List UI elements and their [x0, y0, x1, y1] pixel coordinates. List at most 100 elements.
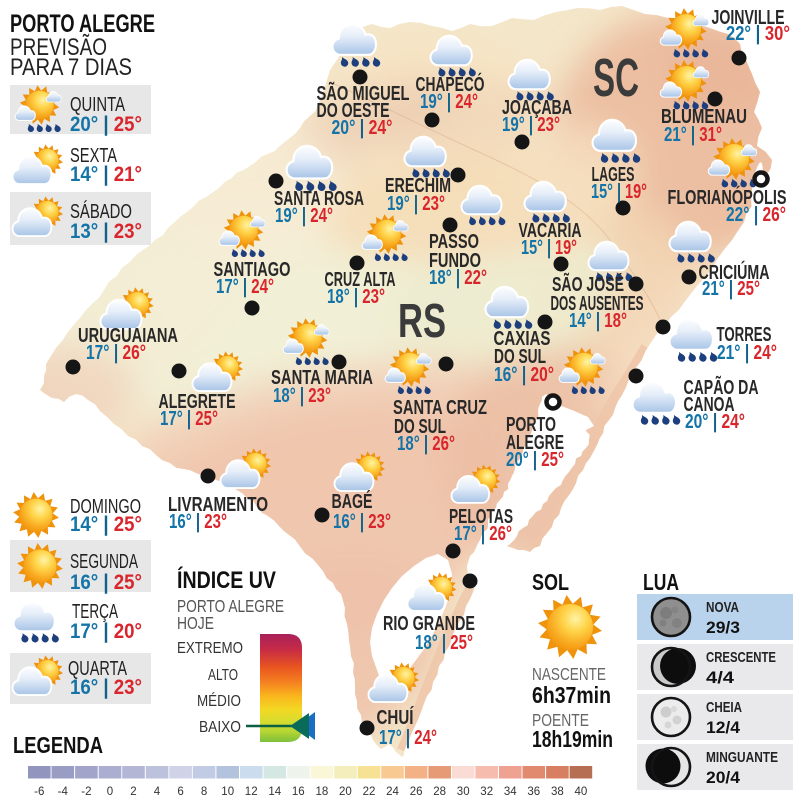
- svg-text:PORTO: PORTO: [506, 413, 556, 436]
- svg-text:14° | 18°: 14° | 18°: [569, 309, 627, 332]
- svg-text:19° | 24°: 19° | 24°: [275, 204, 333, 227]
- svg-text:-2: -2: [81, 786, 91, 798]
- svg-text:16° | 23°: 16° | 23°: [169, 510, 227, 533]
- svg-text:CHAPECÓ: CHAPECÓ: [416, 72, 485, 96]
- svg-text:14° | 21°: 14° | 21°: [70, 163, 142, 186]
- svg-text:NASCENTE: NASCENTE: [532, 664, 606, 684]
- svg-text:JOINVILLE: JOINVILLE: [712, 6, 785, 29]
- svg-text:RIO GRANDE: RIO GRANDE: [383, 612, 475, 635]
- svg-text:16° | 20°: 16° | 20°: [494, 363, 554, 386]
- svg-text:18° | 26°: 18° | 26°: [397, 432, 455, 455]
- svg-text:16° | 23°: 16° | 23°: [70, 676, 142, 699]
- svg-text:20: 20: [339, 786, 352, 798]
- svg-text:SÁBADO: SÁBADO: [70, 200, 132, 223]
- svg-text:PELOTAS: PELOTAS: [449, 505, 513, 528]
- svg-text:-4: -4: [58, 786, 69, 798]
- svg-text:6h37min: 6h37min: [532, 682, 611, 708]
- svg-text:EXTREMO: EXTREMO: [177, 640, 243, 657]
- svg-text:CRUZ ALTA: CRUZ ALTA: [325, 268, 396, 291]
- svg-text:4: 4: [154, 786, 161, 798]
- svg-text:14° | 25°: 14° | 25°: [70, 513, 142, 536]
- svg-text:17° | 26°: 17° | 26°: [86, 341, 146, 364]
- svg-text:TERÇA: TERÇA: [72, 601, 118, 623]
- svg-text:0: 0: [107, 786, 113, 798]
- svg-text:14: 14: [268, 786, 281, 798]
- svg-text:ALTO: ALTO: [208, 667, 238, 684]
- svg-text:SANTA CRUZ: SANTA CRUZ: [393, 396, 487, 419]
- svg-text:17° | 20°: 17° | 20°: [70, 620, 142, 643]
- svg-text:CAXIAS: CAXIAS: [494, 327, 551, 350]
- svg-text:LEGENDA: LEGENDA: [13, 732, 103, 758]
- svg-text:13° | 23°: 13° | 23°: [70, 220, 142, 243]
- svg-text:PORTO ALEGRE: PORTO ALEGRE: [10, 10, 155, 38]
- svg-text:20° | 24°: 20° | 24°: [685, 410, 745, 433]
- svg-text:19° | 24°: 19° | 24°: [420, 90, 478, 113]
- svg-text:SANTA MARIA: SANTA MARIA: [271, 366, 373, 389]
- svg-text:36: 36: [527, 786, 540, 798]
- svg-text:38: 38: [551, 786, 564, 798]
- svg-text:20° | 25°: 20° | 25°: [506, 448, 564, 471]
- svg-text:ALEGRETE: ALEGRETE: [159, 390, 236, 413]
- svg-text:LUA: LUA: [643, 569, 679, 595]
- svg-text:18: 18: [316, 786, 329, 798]
- svg-text:LAGES: LAGES: [592, 163, 635, 186]
- svg-text:18° | 25°: 18° | 25°: [415, 631, 473, 654]
- svg-text:22° | 30°: 22° | 30°: [726, 22, 790, 45]
- svg-text:SANTIAGO: SANTIAGO: [214, 258, 291, 281]
- svg-text:34: 34: [504, 786, 517, 798]
- svg-text:18° | 23°: 18° | 23°: [273, 384, 331, 407]
- svg-text:NOVA: NOVA: [706, 599, 739, 616]
- svg-text:CHEIA: CHEIA: [706, 699, 742, 716]
- svg-text:DOMINGO: DOMINGO: [70, 496, 141, 518]
- svg-text:22° | 26°: 22° | 26°: [726, 203, 786, 226]
- svg-text:17° | 24°: 17° | 24°: [379, 726, 437, 749]
- svg-text:28: 28: [433, 786, 446, 798]
- svg-text:DO SUL: DO SUL: [394, 415, 446, 438]
- svg-text:ÍNDICE UV: ÍNDICE UV: [177, 566, 277, 594]
- svg-text:SC: SC: [593, 48, 639, 108]
- svg-text:21° | 24°: 21° | 24°: [717, 341, 777, 364]
- svg-text:15° | 19°: 15° | 19°: [591, 180, 647, 203]
- svg-text:18° | 23°: 18° | 23°: [327, 285, 385, 308]
- svg-text:BAIXO: BAIXO: [199, 719, 241, 736]
- svg-text:SÃO JOSÉ: SÃO JOSÉ: [552, 273, 624, 296]
- svg-text:PREVISÃO: PREVISÃO: [10, 34, 107, 61]
- svg-text:16: 16: [292, 786, 305, 798]
- svg-text:FUNDO: FUNDO: [429, 249, 481, 272]
- svg-text:18° | 22°: 18° | 22°: [429, 266, 487, 289]
- svg-text:ALEGRE: ALEGRE: [506, 431, 564, 454]
- svg-text:17° | 24°: 17° | 24°: [216, 275, 274, 298]
- svg-text:29/3: 29/3: [706, 618, 740, 637]
- svg-text:15° | 19°: 15° | 19°: [521, 236, 577, 259]
- svg-text:QUARTA: QUARTA: [68, 658, 127, 680]
- svg-text:URUGUAIANA: URUGUAIANA: [78, 324, 178, 347]
- svg-text:-6: -6: [34, 786, 44, 798]
- svg-text:SOL: SOL: [532, 569, 569, 595]
- svg-text:SANTA ROSA: SANTA ROSA: [274, 187, 364, 210]
- svg-text:30: 30: [457, 786, 470, 798]
- svg-text:SEXTA: SEXTA: [70, 145, 117, 167]
- svg-text:26: 26: [410, 786, 423, 798]
- svg-text:ERECHIM: ERECHIM: [385, 174, 451, 197]
- svg-text:CHUÍ: CHUÍ: [377, 706, 415, 729]
- svg-text:SÃO MIGUEL: SÃO MIGUEL: [317, 82, 410, 105]
- svg-text:40: 40: [575, 786, 588, 798]
- svg-text:VACARIA: VACARIA: [519, 219, 582, 242]
- svg-text:CAPÃO DA: CAPÃO DA: [684, 376, 759, 399]
- svg-text:TORRES: TORRES: [717, 323, 772, 346]
- svg-text:12/4: 12/4: [706, 718, 741, 737]
- svg-text:24: 24: [386, 786, 399, 798]
- svg-text:20° | 25°: 20° | 25°: [70, 113, 142, 136]
- svg-text:17° | 25°: 17° | 25°: [160, 407, 218, 430]
- svg-text:8: 8: [201, 786, 207, 798]
- svg-text:17° | 26°: 17° | 26°: [454, 522, 512, 545]
- svg-text:PORTO ALEGRE: PORTO ALEGRE: [177, 596, 284, 616]
- svg-text:POENTE: POENTE: [532, 710, 589, 730]
- svg-text:MINGUANTE: MINGUANTE: [706, 749, 778, 766]
- svg-text:20/4: 20/4: [706, 768, 741, 787]
- svg-text:18h19min: 18h19min: [532, 726, 613, 752]
- svg-text:4/4: 4/4: [706, 668, 735, 687]
- svg-text:CRESCENTE: CRESCENTE: [706, 649, 776, 666]
- svg-text:FLORIANÓPOLIS: FLORIANÓPOLIS: [668, 185, 787, 209]
- svg-text:32: 32: [480, 786, 493, 798]
